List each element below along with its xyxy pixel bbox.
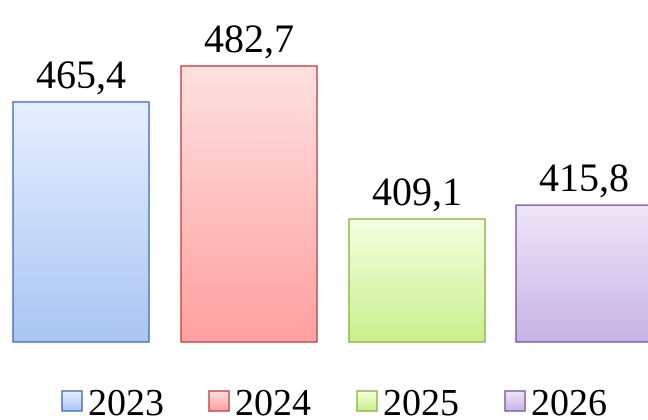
legend: 2023 2024 2025 2026 bbox=[61, 382, 607, 420]
bar-2026 bbox=[515, 204, 648, 343]
legend-label-2023: 2023 bbox=[88, 382, 164, 420]
bar-2023 bbox=[12, 101, 150, 343]
legend-swatch-2023 bbox=[61, 390, 83, 412]
legend-label-2026: 2026 bbox=[531, 382, 607, 420]
legend-swatch-2024 bbox=[208, 390, 230, 412]
bar-2024 bbox=[180, 65, 318, 343]
bar-2025 bbox=[348, 218, 486, 343]
value-label-2026: 415,8 bbox=[539, 155, 629, 200]
legend-label-2025: 2025 bbox=[383, 382, 459, 420]
bars-group bbox=[12, 65, 648, 343]
legend-swatch-2026 bbox=[504, 390, 526, 412]
legend-label-2024: 2024 bbox=[235, 382, 311, 420]
value-label-2025: 409,1 bbox=[372, 169, 462, 214]
value-labels-group: 465,4 482,7 409,1 415,8 bbox=[36, 16, 629, 214]
value-label-2023: 465,4 bbox=[36, 52, 126, 97]
value-label-2024: 482,7 bbox=[204, 16, 294, 61]
legend-swatch-2025 bbox=[356, 390, 378, 412]
